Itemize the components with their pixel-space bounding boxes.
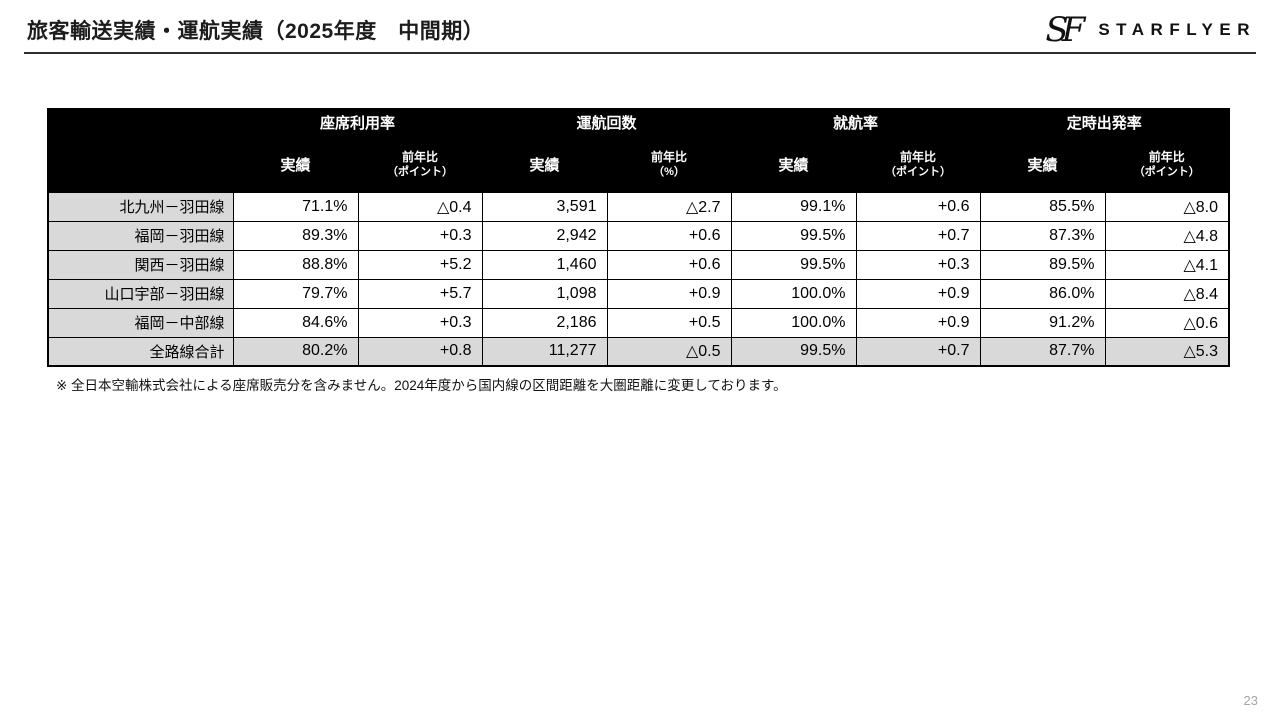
value-cell: +0.5	[606, 307, 732, 338]
sub-header-actual: 実績	[481, 135, 608, 193]
value-cell: 87.7%	[979, 336, 1106, 367]
value-cell: 11,277	[481, 336, 608, 367]
group-header-flight-count: 運航回数	[481, 108, 732, 137]
group-header-on-time-departure-rate: 定時出発率	[979, 108, 1230, 137]
table-row: 山口宇部－羽田線 79.7% +5.7 1,098 +0.9 100.0% +0.9 86.0…	[47, 278, 1230, 309]
value-cell: +0.7	[855, 336, 981, 367]
value-cell: +0.9	[606, 278, 732, 309]
value-cell: 99.1%	[730, 191, 857, 222]
value-cell: 85.5%	[979, 191, 1106, 222]
value-cell: 99.5%	[730, 336, 857, 367]
sub-header-actual-label: 実績	[529, 156, 560, 174]
table-row: 関西－羽田線 88.8% +5.2 1,460 +0.6 99.5% +0.3 89.5% △4…	[47, 249, 1230, 280]
value-cell: 86.0%	[979, 278, 1106, 309]
value-cell: +0.6	[855, 191, 981, 222]
table-row: 福岡－中部線 84.6% +0.3 2,186 +0.5 100.0% +0.9 91.2% △…	[47, 307, 1230, 338]
sub-header-actual: 実績	[232, 135, 359, 193]
value-cell: 99.5%	[730, 220, 857, 251]
sub-header-yoy: 前年比 （%）	[606, 135, 732, 193]
value-cell: △2.7	[606, 191, 732, 222]
value-cell: +0.7	[855, 220, 981, 251]
group-header-row: 座席利用率 運航回数 就航率 定時出発率	[47, 108, 1230, 193]
table-row-total: 全路線合計 80.2% +0.8 11,277 △0.5 99.5% +0.7 87.7% △5…	[47, 336, 1230, 367]
value-cell: 80.2%	[232, 336, 359, 367]
sub-header-yoy-label: 前年比	[650, 150, 687, 165]
value-cell: 1,098	[481, 278, 608, 309]
value-cell: △8.0	[1104, 191, 1230, 222]
route-label: 関西－羽田線	[47, 249, 234, 280]
value-cell: △4.8	[1104, 220, 1230, 251]
value-cell: 89.3%	[232, 220, 359, 251]
sub-header-yoy-unit: （ポイント）	[885, 165, 951, 178]
value-cell: +0.9	[855, 278, 981, 309]
sub-header-yoy: 前年比 （ポイント）	[357, 135, 483, 193]
sub-header-yoy-unit: （%）	[653, 165, 685, 178]
value-cell: 89.5%	[979, 249, 1106, 280]
value-cell: 87.3%	[979, 220, 1106, 251]
value-cell: 3,591	[481, 191, 608, 222]
value-cell: △0.5	[606, 336, 732, 367]
value-cell: △0.4	[357, 191, 483, 222]
group-header-operation-rate: 就航率	[730, 108, 981, 137]
route-label: 北九州－羽田線	[47, 191, 234, 222]
route-label: 福岡－中部線	[47, 307, 234, 338]
value-cell: 71.1%	[232, 191, 359, 222]
performance-table: 座席利用率 運航回数 就航率 定時出発率 実績 前年比 （ポイント） 実績 前年…	[47, 108, 1230, 367]
value-cell: 2,942	[481, 220, 608, 251]
starflyer-wordmark: STARFLYER	[1098, 20, 1256, 39]
value-cell: △5.3	[1104, 336, 1230, 367]
sub-header-yoy-label: 前年比	[899, 150, 936, 165]
value-cell: +0.6	[606, 220, 732, 251]
table-row: 北九州－羽田線 71.1% △0.4 3,591 △2.7 99.1% +0.6 85.5% △…	[47, 191, 1230, 222]
table-row: 福岡－羽田線 89.3% +0.3 2,942 +0.6 99.5% +0.7 87.3% △4…	[47, 220, 1230, 251]
value-cell: 100.0%	[730, 307, 857, 338]
value-cell: +0.9	[855, 307, 981, 338]
sub-header-actual: 実績	[730, 135, 857, 193]
value-cell: 1,460	[481, 249, 608, 280]
sub-header-yoy: 前年比 （ポイント）	[1104, 135, 1230, 193]
sub-header-row: 実績 前年比 （ポイント） 実績 前年比 （%） 実績 前年比	[48, 135, 1230, 193]
route-label: 全路線合計	[47, 336, 234, 367]
footnote: ※ 全日本空輸株式会社による座席販売分を含みません。2024年度から国内線の区間…	[56, 378, 787, 393]
value-cell: +5.2	[357, 249, 483, 280]
page-number: 23	[1243, 693, 1258, 708]
group-header-seat-load-factor: 座席利用率	[232, 108, 483, 137]
sub-header-yoy-unit: （ポイント）	[1133, 165, 1200, 178]
value-cell: 88.8%	[232, 249, 359, 280]
value-cell: +0.8	[357, 336, 483, 367]
page-title: 旅客輸送実績・運航実績（2025年度 中間期）	[27, 20, 485, 43]
route-label: 山口宇部－羽田線	[47, 278, 234, 309]
value-cell: +0.3	[357, 307, 483, 338]
value-cell: 2,186	[481, 307, 608, 338]
title-divider	[24, 52, 1256, 54]
value-cell: △4.1	[1104, 249, 1230, 280]
value-cell: 99.5%	[730, 249, 857, 280]
value-cell: 100.0%	[730, 278, 857, 309]
value-cell: △8.4	[1104, 278, 1230, 309]
value-cell: △0.6	[1104, 307, 1230, 338]
value-cell: +0.6	[606, 249, 732, 280]
sub-header-actual-label: 実績	[280, 156, 311, 174]
sub-header-actual-label: 実績	[1027, 156, 1058, 174]
starflyer-logo: SF STARFLYER	[1045, 9, 1256, 50]
sub-header-actual: 実績	[979, 135, 1106, 193]
sub-header-yoy: 前年比 （ポイント）	[855, 135, 981, 193]
sub-header-yoy-unit: （ポイント）	[387, 165, 453, 178]
value-cell: 79.7%	[232, 278, 359, 309]
value-cell: 91.2%	[979, 307, 1106, 338]
value-cell: +0.3	[855, 249, 981, 280]
value-cell: +5.7	[357, 278, 483, 309]
corner-cell	[47, 108, 234, 193]
route-label: 福岡－羽田線	[47, 220, 234, 251]
sub-header-yoy-label: 前年比	[1148, 150, 1185, 165]
slide-header: 旅客輸送実績・運航実績（2025年度 中間期） SF STARFLYER	[27, 8, 1256, 52]
value-cell: 84.6%	[232, 307, 359, 338]
sub-header-actual-label: 実績	[778, 156, 809, 174]
value-cell: +0.3	[357, 220, 483, 251]
sub-header-yoy-label: 前年比	[401, 150, 438, 165]
starflyer-monogram-icon: SF	[1045, 9, 1085, 50]
